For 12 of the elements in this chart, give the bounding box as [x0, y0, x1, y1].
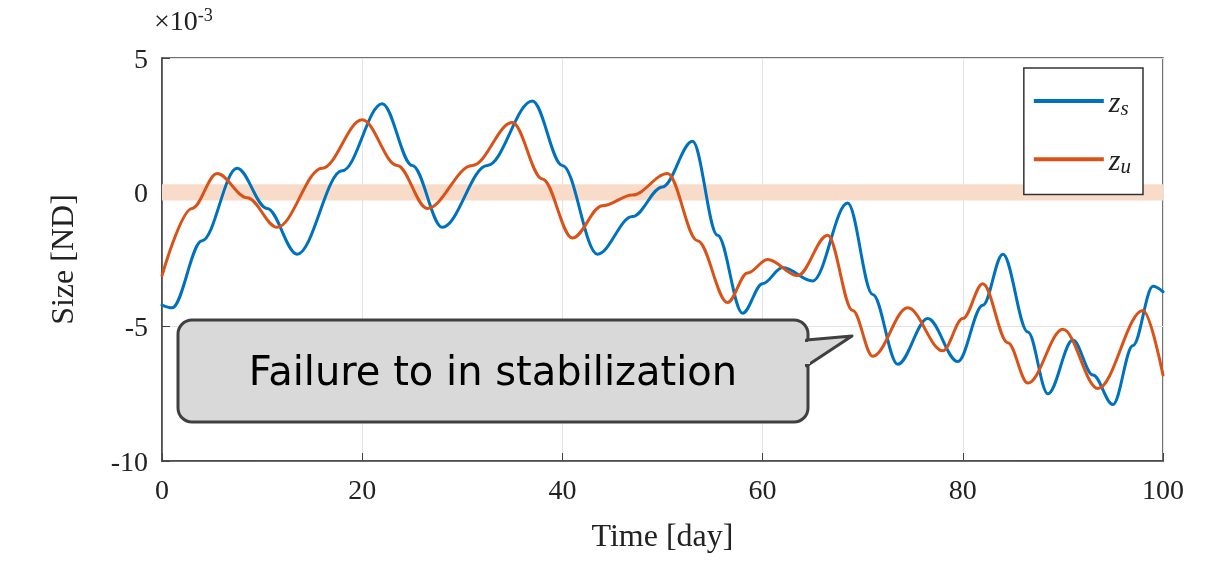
y-tick-label: -5 — [124, 311, 148, 343]
x-tick-label: 60 — [748, 473, 777, 505]
x-tick-label: 40 — [548, 473, 577, 505]
x-axis-title: Time [day] — [591, 517, 734, 553]
y-tick-label: -10 — [110, 445, 148, 477]
y-tick-label: 0 — [134, 176, 148, 208]
x-tick-label: 100 — [1142, 473, 1184, 505]
x-tick-label: 20 — [348, 473, 377, 505]
y-axis-title: Size [ND] — [44, 194, 80, 325]
y-tick-label: 5 — [134, 42, 148, 74]
x-tick-label: 0 — [155, 473, 169, 505]
x-tick-label: 80 — [948, 473, 977, 505]
